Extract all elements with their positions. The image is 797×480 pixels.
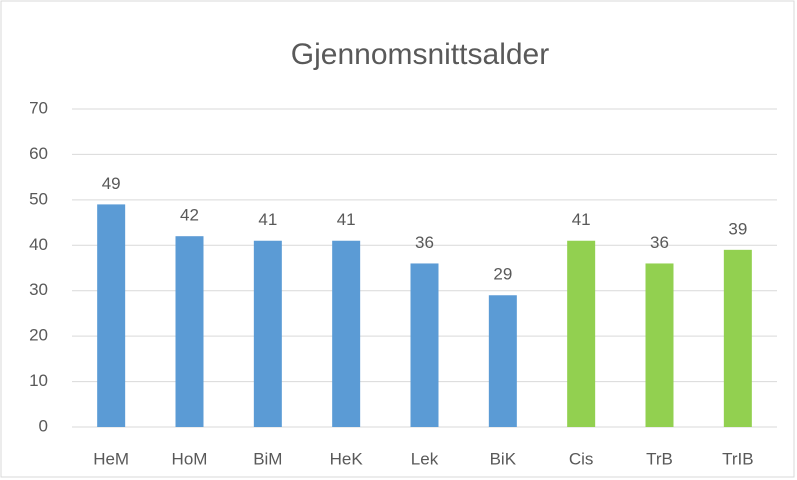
x-tick-label: BiM bbox=[253, 449, 282, 468]
x-tick-label: Cis bbox=[569, 449, 594, 468]
x-tick-label: HeK bbox=[330, 449, 364, 468]
bar bbox=[97, 204, 126, 427]
data-label: 42 bbox=[180, 206, 199, 225]
data-label: 29 bbox=[493, 265, 512, 284]
y-tick-label: 60 bbox=[29, 144, 48, 163]
y-tick-label: 0 bbox=[39, 416, 48, 435]
data-label: 36 bbox=[650, 233, 669, 252]
x-tick-label: BiK bbox=[490, 449, 517, 468]
bar bbox=[488, 295, 517, 427]
bar bbox=[175, 236, 204, 427]
x-tick-label: HeM bbox=[93, 449, 129, 468]
data-label: 41 bbox=[337, 210, 356, 229]
y-tick-label: 70 bbox=[29, 98, 48, 117]
bar bbox=[567, 240, 596, 427]
bar bbox=[410, 263, 439, 427]
x-tick-label: TrB bbox=[646, 449, 673, 468]
bar bbox=[645, 263, 674, 427]
y-tick-label: 20 bbox=[29, 326, 48, 345]
bar bbox=[253, 240, 282, 427]
data-label: 41 bbox=[572, 210, 591, 229]
x-tick-label: HoM bbox=[172, 449, 208, 468]
y-tick-label: 30 bbox=[29, 280, 48, 299]
bar bbox=[332, 240, 361, 427]
data-label: 49 bbox=[102, 174, 121, 193]
y-tick-label: 40 bbox=[29, 235, 48, 254]
x-tick-label: Lek bbox=[411, 449, 439, 468]
data-label: 39 bbox=[728, 219, 747, 238]
chart-title: Gjennomsnittsalder bbox=[291, 38, 549, 71]
data-label: 36 bbox=[415, 233, 434, 252]
bar bbox=[723, 249, 752, 427]
x-tick-label: TrIB bbox=[722, 449, 753, 468]
data-label: 41 bbox=[258, 210, 277, 229]
y-tick-label: 50 bbox=[29, 189, 48, 208]
y-tick-label: 10 bbox=[29, 371, 48, 390]
